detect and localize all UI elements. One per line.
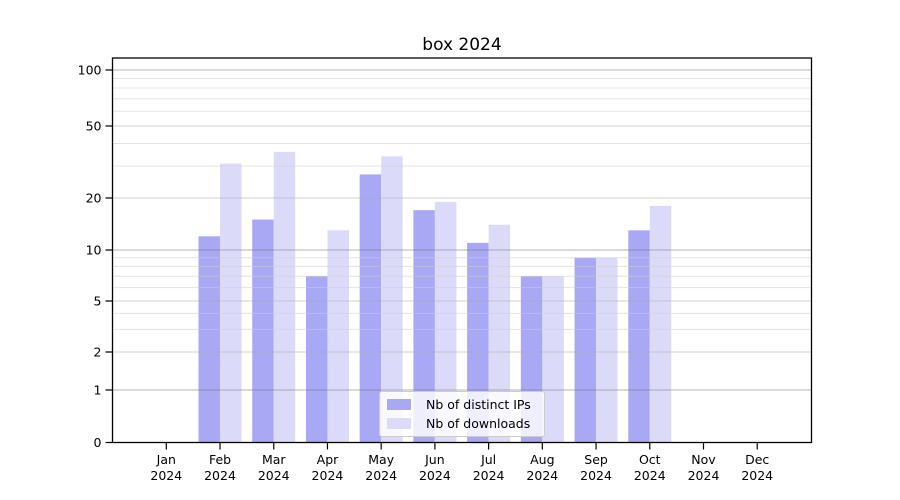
xtick-label-aug: Aug 2024 [526, 452, 558, 483]
bar-may-downloads [381, 156, 403, 443]
ytick-label-5: 5 [94, 294, 102, 309]
legend-swatch-downloads [387, 417, 411, 429]
legend: Nb of distinct IPs Nb of downloads [379, 391, 545, 437]
bar-mar-distinct-ips [252, 219, 274, 443]
xtick-label-may: May 2024 [365, 452, 397, 483]
xtick-label-jul: Jul 2024 [473, 452, 505, 483]
ytick-label-2: 2 [94, 345, 102, 360]
bar-jun-distinct-ips [413, 210, 435, 443]
ytick-label-50: 50 [86, 119, 102, 134]
bar-apr-distinct-ips [305, 276, 328, 443]
bar-apr-downloads [327, 230, 349, 443]
xtick-label-oct: Oct 2024 [634, 452, 666, 483]
xtick-label-sep: Sep 2024 [580, 452, 612, 483]
xtick-label-jan: Jan 2024 [150, 452, 182, 483]
xtick-label-nov: Nov 2024 [688, 452, 720, 483]
bar-feb-distinct-ips [198, 236, 221, 443]
bar-jun-downloads [434, 201, 457, 443]
legend-row-downloads: Nb of downloads [387, 416, 537, 431]
legend-row-distinct-ips: Nb of distinct IPs [387, 397, 537, 412]
chart-title: box 2024 [422, 35, 502, 55]
xtick-label-apr: Apr 2024 [312, 452, 344, 483]
legend-swatch-distinct-ips [387, 399, 411, 411]
ytick-label-20: 20 [86, 191, 102, 206]
xtick-label-dec: Dec 2024 [741, 452, 773, 483]
ytick-label-0: 0 [94, 435, 102, 450]
bar-aug-downloads [542, 276, 564, 443]
xtick-label-mar: Mar 2024 [258, 452, 290, 483]
bar-feb-downloads [220, 163, 242, 443]
xtick-label-jun: Jun 2024 [419, 452, 451, 483]
bar-sep-downloads [596, 257, 618, 443]
xtick-label-feb: Feb 2024 [204, 452, 236, 483]
ytick-label-1: 1 [94, 383, 102, 398]
ytick-label-100: 100 [78, 63, 102, 78]
ytick-label-10: 10 [86, 243, 102, 258]
legend-label-distinct-ips: Nb of distinct IPs [426, 397, 531, 413]
legend-label-downloads: Nb of downloads [426, 415, 531, 431]
bar-may-distinct-ips [359, 174, 382, 443]
bar-jul-downloads [488, 224, 511, 443]
bar-oct-distinct-ips [628, 230, 650, 443]
bar-sep-distinct-ips [574, 257, 597, 443]
bar-mar-downloads [273, 151, 296, 443]
bar-oct-downloads [649, 205, 672, 443]
